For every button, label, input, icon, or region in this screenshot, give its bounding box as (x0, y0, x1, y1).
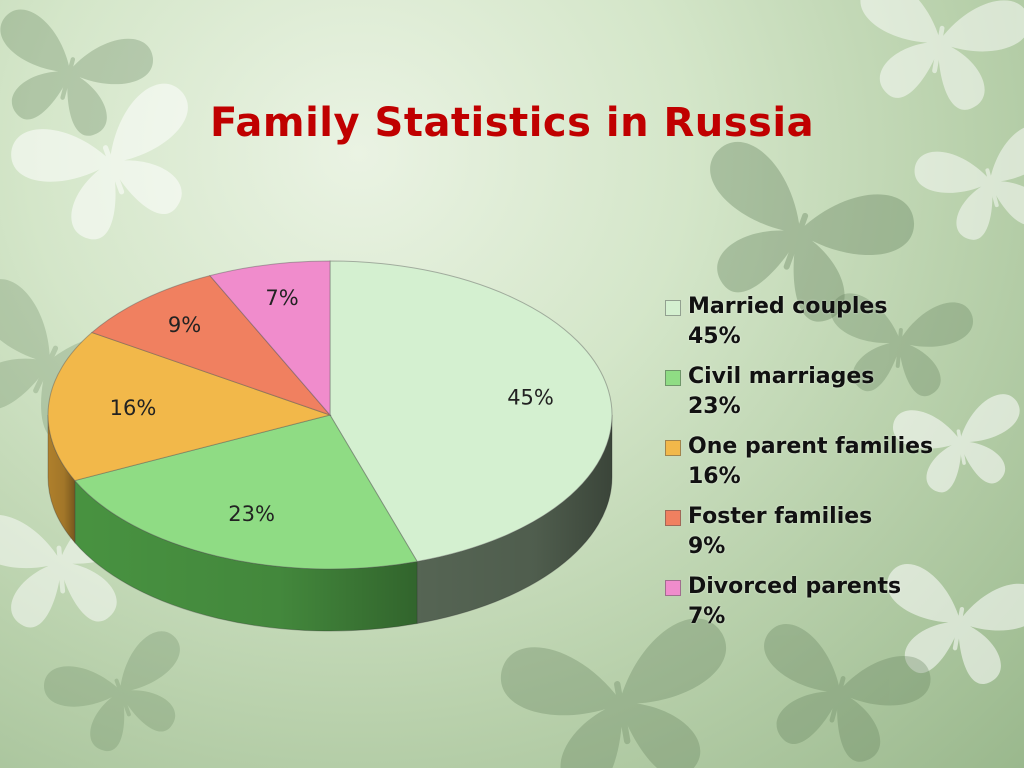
pie-slice-married-couples (329, 260, 613, 563)
chart-legend: Married couples 45% Civil marriages 23% One … (665, 292, 1005, 642)
legend-label: Foster families (688, 504, 873, 529)
legend-label: One parent families (688, 434, 934, 459)
legend-value: 45% (688, 324, 741, 349)
legend-swatch (665, 440, 681, 456)
pie-data-label: 45% (507, 386, 554, 410)
legend-text: Civil marriages 23% (688, 362, 874, 422)
pie-slice-foster-families (90, 275, 332, 417)
legend-value: 9% (688, 534, 726, 559)
pie-slices (47, 260, 613, 570)
legend-swatch (665, 300, 681, 316)
legend-text: One parent families 16% (688, 432, 933, 492)
legend-text: Married couples 45% (688, 292, 887, 352)
pie-side-shade-1 (417, 415, 612, 624)
legend-label: Divorced parents (688, 574, 902, 599)
legend-label: Married couples (688, 294, 888, 319)
pie-slice-divorced-parents (209, 260, 331, 417)
legend-swatch (665, 580, 681, 596)
pie-data-labels: 45% 23% 16% 9% 7% (110, 286, 554, 526)
legend-text: Foster families 9% (688, 502, 872, 562)
legend-swatch (665, 370, 681, 386)
pie-side-walls (47, 414, 613, 632)
pie-data-label: 16% (110, 396, 157, 420)
pie-slice-civil-marriages (73, 414, 418, 570)
pie-data-label: 23% (228, 502, 275, 526)
legend-item: Divorced parents 7% (665, 572, 1005, 632)
pie-data-label: 7% (265, 286, 298, 310)
pie-side-shade-2 (74, 480, 418, 631)
legend-value: 16% (688, 464, 741, 489)
legend-item: Married couples 45% (665, 292, 1005, 352)
legend-swatch (665, 510, 681, 526)
slide-title: Family Statistics in Russia (209, 100, 815, 146)
legend-value: 23% (688, 394, 741, 419)
legend-value: 7% (688, 604, 726, 629)
pie-side-shade-3 (48, 415, 75, 543)
pie-data-label: 9% (168, 313, 201, 337)
legend-label: Civil marriages (688, 364, 875, 389)
legend-item: Civil marriages 23% (665, 362, 1005, 422)
legend-item: Foster families 9% (665, 502, 1005, 562)
legend-text: Divorced parents 7% (688, 572, 901, 632)
pie-slice-one-parent-families (47, 331, 332, 482)
legend-item: One parent families 16% (665, 432, 1005, 492)
